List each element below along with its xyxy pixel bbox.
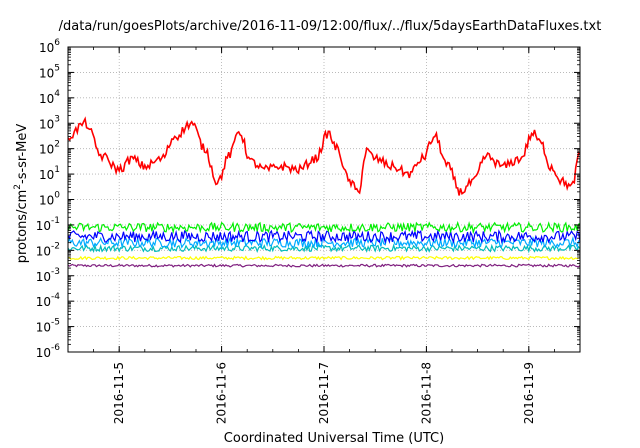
y-tick-base: 10 [36,219,51,233]
y-tick-base: 10 [36,270,51,284]
y-tick-label: 106 [39,38,60,55]
x-axis-title: Coordinated Universal Time (UTC) [224,431,444,446]
y-tick-exponent: 1 [54,165,60,175]
y-tick-base: 10 [39,143,54,157]
flux-series-line [67,116,581,196]
x-tick-label: 2016-11-8 [419,362,433,424]
y-axis-title-sup: 2 [13,184,23,190]
x-tick-labels: 2016-11-5 2016-11-6 2016-11-7 2016-11-8 2016… [112,362,536,424]
x-tick-label: 2016-11-5 [112,362,126,424]
flux-series-line [67,255,581,261]
y-tick-base: 10 [39,66,54,80]
y-tick-exponent: 3 [54,114,60,124]
y-tick-label: 101 [39,165,60,182]
y-tick-label: 10-2 [36,241,60,258]
flux-series-line [67,228,581,245]
y-tick-exponent: -1 [51,216,60,226]
y-tick-exponent: -5 [51,318,60,328]
y-tick-label: 103 [39,114,60,131]
y-tick-exponent: -6 [51,343,60,353]
y-tick-label: 10-6 [36,343,61,360]
y-tick-label: 104 [39,89,60,106]
y-tick-base: 10 [39,194,54,208]
y-tick-base: 10 [39,168,54,182]
y-tick-base: 10 [36,244,51,258]
x-tick-label: 2016-11-9 [522,362,536,424]
chart-title: /data/run/goesPlots/archive/2016-11-09/1… [59,19,602,34]
y-tick-labels: 10-610-510-410-310-210-11001011021031041… [36,38,61,360]
y-tick-label: 102 [39,140,60,157]
y-tick-label: 10-5 [36,318,60,335]
y-tick-base: 10 [39,92,54,106]
x-tick-label: 2016-11-6 [215,362,229,424]
y-tick-label: 10-3 [36,267,60,284]
y-tick-exponent: 5 [54,63,60,73]
y-tick-base: 10 [39,41,54,55]
tick-marks [67,46,581,353]
x-tick-label: 2016-11-7 [317,362,331,424]
y-tick-exponent: 0 [54,191,60,201]
y-tick-exponent: -4 [51,292,60,302]
grid [68,47,580,352]
y-tick-base: 10 [39,117,54,131]
y-tick-base: 10 [36,295,51,309]
flux-series-line [67,263,581,268]
y-axis-title-b: -s-sr-MeV [15,124,30,184]
y-tick-exponent: 6 [54,38,60,48]
y-tick-exponent: 4 [54,89,60,99]
y-tick-label: 105 [39,63,60,80]
y-axis-title: protons/cm2-s-sr-MeV [13,124,30,264]
y-axis-title-a: protons/cm [15,190,30,264]
y-tick-label: 10-4 [36,292,61,309]
y-tick-base: 10 [36,346,51,360]
y-tick-label: 10-1 [36,216,60,233]
flux-series-line [67,220,581,235]
y-tick-exponent: 2 [54,140,60,150]
y-tick-label: 100 [39,191,60,208]
y-tick-exponent: -2 [51,241,60,251]
series-group [67,116,581,268]
y-tick-exponent: -3 [51,267,60,277]
flux-series-line [67,243,581,254]
y-tick-base: 10 [36,321,51,335]
